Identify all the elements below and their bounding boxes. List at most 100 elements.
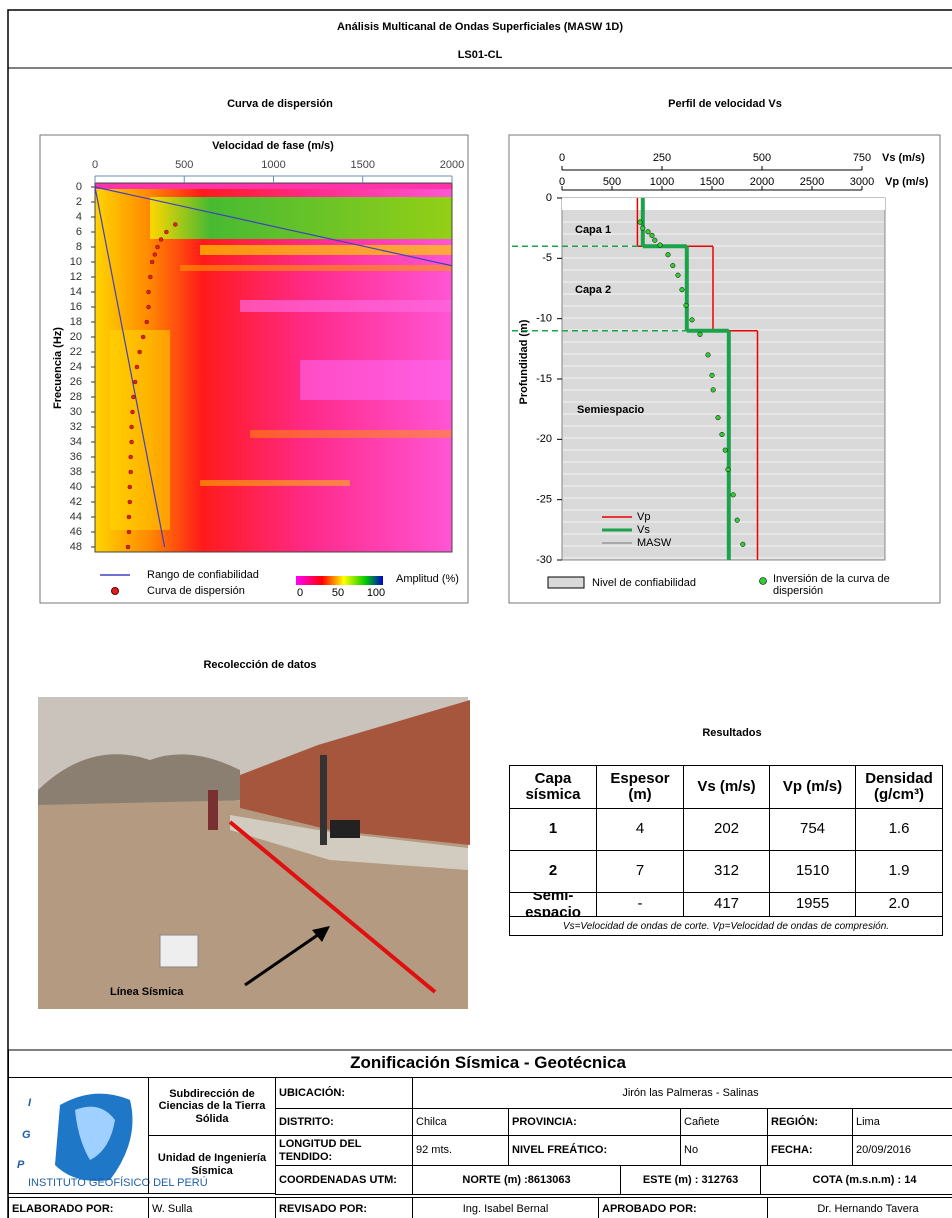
axis-title: Vp (m/s) [885, 176, 929, 188]
vs-tick-label: 0 [559, 152, 565, 164]
profile-stripes [563, 221, 884, 559]
panel-title: Recolección de datos [203, 659, 316, 671]
inversion-point [725, 466, 731, 473]
dispersion-point [146, 289, 151, 295]
inversion-point [710, 387, 716, 393]
vs-tick-label: 500 [753, 152, 771, 164]
table-cell: LONGITUD DEL TENDIDO: [275, 1135, 413, 1166]
logo [55, 1093, 133, 1181]
vs-tick-label: 250 [653, 152, 671, 164]
y-tick-label: 48 [70, 541, 82, 553]
table-cell: NIVEL FREÁTICO: [508, 1135, 681, 1166]
x-tick-label: 1000 [261, 159, 285, 171]
inversion-point [689, 317, 695, 323]
y-tick-label: 26 [70, 376, 82, 388]
logo-letter: G [22, 1129, 31, 1141]
inversion-point [709, 372, 715, 378]
vp-tick-label: 2500 [800, 176, 824, 188]
dispersion-point [158, 237, 164, 242]
y-tick-label: 32 [70, 421, 82, 433]
table-cell: COORDENADAS UTM: [275, 1165, 413, 1195]
inversion-point [705, 352, 711, 358]
table-cell: Unidad de Ingeniería Sísmica [148, 1135, 276, 1194]
x-tick-label: 1500 [351, 159, 375, 171]
colorbar-tick: 100 [367, 587, 385, 599]
dispersion-point [130, 409, 135, 415]
axis-title: Velocidad de fase (m/s) [212, 140, 334, 152]
dispersion-point [164, 229, 169, 235]
dispersion-point [125, 544, 131, 550]
table-cell: 92 mts. [412, 1135, 509, 1166]
y-tick-label: 16 [70, 301, 82, 313]
y-tick-label: 30 [70, 406, 82, 418]
inversion-point [730, 492, 736, 498]
dispersion-point [127, 499, 133, 505]
y-tick-label: 38 [70, 466, 82, 478]
y-tick-label: -25 [536, 494, 552, 506]
y-tick-label: -20 [536, 433, 552, 445]
y-tick-label: 24 [70, 361, 82, 373]
inversion-point [670, 263, 676, 269]
dispersion-point [144, 319, 149, 325]
inversion-point [665, 252, 671, 258]
y-tick-label: 0 [546, 192, 552, 204]
table-cell: 2 [509, 850, 597, 893]
inversion-point [734, 517, 740, 523]
y-tick-label: 34 [70, 436, 82, 448]
vp-tick-label: 3000 [850, 176, 874, 188]
dispersion-point [129, 424, 134, 430]
legend-label: Rango de confiabilidad [147, 569, 259, 581]
dispersion-point [126, 514, 132, 520]
table-cell: Jirón las Palmeras - Salinas [412, 1077, 952, 1109]
table-cell: - [596, 892, 684, 917]
inversion-point [657, 242, 663, 248]
legend-label: Nivel de confiabilidad [592, 577, 696, 589]
table-cell: APROBADO POR: [598, 1197, 768, 1218]
table-cell: 202 [683, 808, 770, 851]
table-cell: 20/09/2016 [852, 1135, 952, 1166]
table-cell: Espesor (m) [596, 765, 684, 809]
axis-title: Profundidad (m) [518, 319, 530, 404]
table-cell: FECHA: [767, 1135, 853, 1166]
table-title: Resultados [702, 727, 761, 739]
y-tick-label: 44 [70, 511, 82, 523]
table-cell: DISTRITO: [275, 1108, 413, 1136]
table-cell: 2.0 [855, 892, 943, 917]
table-cell: Zonificación Sísmica - Geotécnica [8, 1050, 952, 1078]
dispersion-point [149, 259, 155, 265]
dispersion-point [128, 454, 133, 460]
y-tick-label: -5 [542, 252, 552, 264]
table-cell: PROVINCIA: [508, 1108, 681, 1136]
y-tick-label: -10 [536, 313, 552, 325]
logo-caption: INSTITUTO GEOFÍSICO DEL PERÚ [28, 1176, 208, 1189]
vp-tick-label: 1000 [650, 176, 674, 188]
table-cell [8, 1077, 149, 1194]
table-cell: No [680, 1135, 768, 1166]
table-cell: ESTE (m) : 312763 [620, 1165, 761, 1195]
inversion-point [675, 272, 681, 278]
table-cell: REVISADO POR: [275, 1197, 413, 1218]
inversion-point [719, 431, 725, 438]
table-cell: Densidad (g/cm³) [855, 765, 943, 809]
frame [7, 9, 952, 1218]
table-cell: Dr. Hernando Tavera [767, 1197, 952, 1218]
table-cell: 1955 [769, 892, 856, 917]
table-cell: 1 [509, 808, 597, 851]
inversion-point [683, 302, 689, 308]
table-cell: Vs (m/s) [683, 765, 770, 809]
dispersion-point [127, 484, 133, 490]
inversion-point [652, 237, 658, 243]
table-cell: 1.9 [855, 850, 943, 893]
logo-letter: I [28, 1097, 32, 1109]
inversion-point [645, 229, 651, 235]
table-cell: W. Sulla [148, 1197, 276, 1218]
table-cell: 1510 [769, 850, 856, 893]
y-tick-label: 40 [70, 481, 82, 493]
table-cell: 754 [769, 808, 856, 851]
legend-label: MASW [637, 537, 672, 549]
axis-title: Frecuencia (Hz) [52, 327, 64, 409]
vp-tick-label: 1500 [700, 176, 724, 188]
dispersion-point [129, 439, 134, 445]
dispersion-point [126, 529, 132, 535]
inversion-point [637, 219, 643, 225]
